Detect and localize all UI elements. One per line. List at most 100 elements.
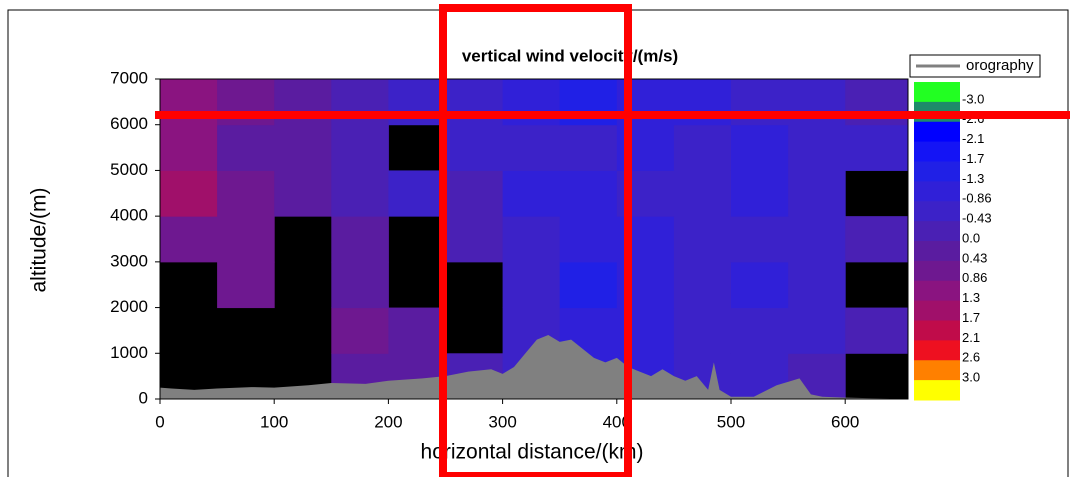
heatmap-cell: [730, 124, 789, 171]
heatmap-cell: [331, 124, 389, 171]
heatmap-cell: [788, 124, 846, 171]
heatmap-cell: [445, 124, 504, 171]
x-tick-label: 0: [155, 412, 164, 431]
plot-area: 0 100 200 300 400 500 600010002000300040005000…: [110, 68, 991, 431]
heatmap-cell: [217, 124, 275, 171]
heatmap-cell: [559, 124, 618, 171]
heatmap-cell: [673, 307, 732, 354]
annotation-box: [439, 4, 632, 480]
colorbar-swatch: [914, 221, 960, 242]
y-tick-label: 1000: [110, 343, 148, 362]
colorbar-swatch: [914, 320, 960, 341]
colorbar-tick-label: -1.3: [962, 171, 984, 186]
heatmap-cell: [217, 170, 275, 217]
heatmap-cell: [730, 307, 789, 354]
colorbar-swatch: [914, 161, 960, 182]
heatmap-cell: [331, 261, 389, 309]
y-tick-label: 7000: [110, 68, 148, 87]
heatmap-cell: [274, 124, 332, 171]
colorbar-tick-label: -2.1: [962, 131, 984, 146]
heatmap-cell: [788, 216, 846, 263]
colorbar-tick-label: 0.0: [962, 230, 980, 245]
heatmap-cell: [673, 261, 732, 309]
colorbar-swatch: [914, 260, 960, 282]
heatmap-cell: [845, 216, 909, 263]
heatmap-cell: [160, 170, 218, 217]
heatmap-cell: [730, 170, 789, 217]
heatmap-cell: [331, 170, 389, 217]
heatmap-cell: [730, 261, 789, 309]
heatmap-cell: [502, 124, 561, 171]
heatmap-cell: [331, 216, 389, 263]
heatmap-cell: [673, 170, 732, 217]
colorbar-tick-label: -3.0: [962, 91, 984, 106]
heatmap-cell: [788, 261, 846, 309]
heatmap-cell: [445, 216, 504, 263]
colorbar-swatch: [914, 380, 960, 401]
x-tick-label: 400: [603, 412, 631, 431]
colorbar-swatch: [914, 340, 960, 361]
heatmap-cell: [502, 216, 561, 263]
colorbar-swatch: [914, 280, 960, 302]
heatmap-cell: [788, 170, 846, 217]
y-tick-label: 2000: [110, 297, 148, 316]
colorbar-tick-label: 3.0: [962, 370, 980, 385]
colorbar-tick-label: 1.3: [962, 290, 980, 305]
colorbar-swatch: [914, 360, 960, 381]
heatmap-cell: [559, 261, 618, 309]
heatmap-cell: [730, 216, 789, 263]
x-tick-label: 100: [260, 412, 288, 431]
colorbar-tick-label: 0.43: [962, 250, 987, 265]
colorbar-swatch: [914, 300, 960, 321]
x-axis-label: horizontal distance/(km): [421, 441, 644, 464]
heatmap-cell: [845, 124, 909, 171]
heatmap-cell: [673, 216, 732, 263]
heatmap-cell: [388, 170, 446, 217]
legend: orography: [916, 57, 1034, 74]
x-tick-label: 300: [488, 412, 516, 431]
heatmap-cell: [673, 124, 732, 171]
colorbar-tick-label: 0.86: [962, 270, 987, 285]
colorbar-swatch: [914, 121, 960, 143]
colorbar-tick-label: -0.86: [962, 191, 992, 206]
orography-area: [160, 335, 908, 399]
axis-frame: [159, 78, 909, 400]
y-tick-label: 0: [139, 388, 148, 407]
colorbar-tick-label: 1.7: [962, 310, 980, 325]
colorbar-tick-label: 2.1: [962, 330, 980, 345]
legend-box: [909, 54, 1041, 78]
colorbar-tick-label: 2.6: [962, 350, 980, 365]
heatmap-cell: [160, 216, 218, 263]
colorbar-swatch: [914, 141, 960, 162]
y-tick-label: 6000: [110, 114, 148, 133]
heatmap-cell: [559, 170, 618, 217]
heatmap-cell: [502, 261, 561, 309]
heatmap-cell: [445, 170, 504, 217]
heatmap-cell: [160, 124, 218, 171]
heatmap-cell: [331, 307, 389, 354]
heatmap-cell: [788, 307, 846, 354]
chart-title: vertical wind velocity/(m/s): [462, 46, 678, 65]
heatmap-cell: [502, 170, 561, 217]
colorbar-tick-label: -1.7: [962, 151, 984, 166]
y-tick-label: 4000: [110, 206, 148, 225]
colorbar-swatch: [914, 82, 960, 103]
colorbar-swatch: [914, 241, 960, 262]
colorbar-tick-label: -0.43: [962, 211, 992, 226]
x-tick-label: 500: [717, 412, 745, 431]
heatmap-cell: [217, 216, 275, 263]
heatmap-cell: [559, 216, 618, 263]
y-axis-label: altitude/(m): [28, 187, 51, 292]
y-tick-label: 3000: [110, 251, 148, 270]
legend-label: orography: [966, 57, 1034, 74]
x-tick-label: 600: [831, 412, 859, 431]
x-tick-label: 200: [374, 412, 402, 431]
colorbar-swatch: [914, 201, 960, 222]
heatmap-cell: [388, 307, 446, 354]
heatmap-cell: [845, 307, 909, 354]
heatmap-cell: [217, 261, 275, 309]
colorbar-swatch: [914, 181, 960, 202]
heatmap-cell: [274, 170, 332, 217]
